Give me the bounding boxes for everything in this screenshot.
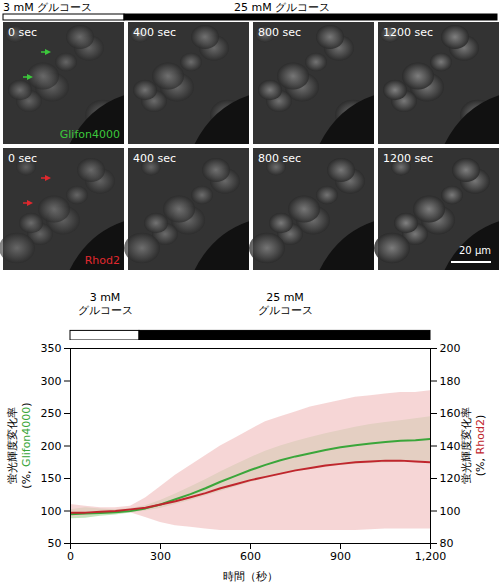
svg-text:350: 350 xyxy=(41,342,62,355)
svg-text:900: 900 xyxy=(330,550,351,563)
svg-text:600: 600 xyxy=(240,550,261,563)
svg-text:(%, Rhod2): (%, Rhod2) xyxy=(474,415,487,476)
svg-text:Glifon4000: Glifon4000 xyxy=(60,128,120,141)
svg-text:0: 0 xyxy=(67,550,74,563)
svg-text:120: 120 xyxy=(440,472,461,485)
svg-text:0 sec: 0 sec xyxy=(8,152,37,165)
svg-text:(%, Glifon4000): (%, Glifon4000) xyxy=(20,402,33,488)
svg-text:時間（秒）: 時間（秒） xyxy=(223,570,278,583)
svg-text:0 sec: 0 sec xyxy=(8,26,37,39)
svg-text:400 sec: 400 sec xyxy=(133,152,176,165)
svg-text:蛍光輝度変化率: 蛍光輝度変化率 xyxy=(460,407,473,484)
svg-text:20 µm: 20 µm xyxy=(459,245,491,256)
svg-text:1200 sec: 1200 sec xyxy=(383,152,433,165)
svg-text:50: 50 xyxy=(48,537,62,550)
svg-text:300: 300 xyxy=(41,375,62,388)
svg-text:25 mMグルコース: 25 mMグルコース xyxy=(258,291,313,317)
svg-text:25 mM グルコース: 25 mM グルコース xyxy=(234,1,330,14)
svg-text:200: 200 xyxy=(440,342,461,355)
svg-text:Rhod2: Rhod2 xyxy=(85,254,120,267)
svg-text:200: 200 xyxy=(41,440,62,453)
svg-text:蛍光輝度変化率: 蛍光輝度変化率 xyxy=(6,407,19,484)
svg-text:3 mMグルコース: 3 mMグルコース xyxy=(78,291,133,317)
svg-text:150: 150 xyxy=(41,472,62,485)
svg-text:400 sec: 400 sec xyxy=(133,26,176,39)
svg-text:1,200: 1,200 xyxy=(415,550,447,563)
svg-text:800 sec: 800 sec xyxy=(258,26,301,39)
svg-text:250: 250 xyxy=(41,407,62,420)
svg-text:80: 80 xyxy=(440,537,454,550)
svg-text:3 mM グルコース: 3 mM グルコース xyxy=(3,1,92,14)
svg-text:140: 140 xyxy=(440,440,461,453)
svg-text:800 sec: 800 sec xyxy=(258,152,301,165)
svg-text:100: 100 xyxy=(440,505,461,518)
svg-text:180: 180 xyxy=(440,375,461,388)
svg-text:1200 sec: 1200 sec xyxy=(383,26,433,39)
svg-text:160: 160 xyxy=(440,407,461,420)
svg-text:300: 300 xyxy=(150,550,171,563)
svg-text:100: 100 xyxy=(41,505,62,518)
